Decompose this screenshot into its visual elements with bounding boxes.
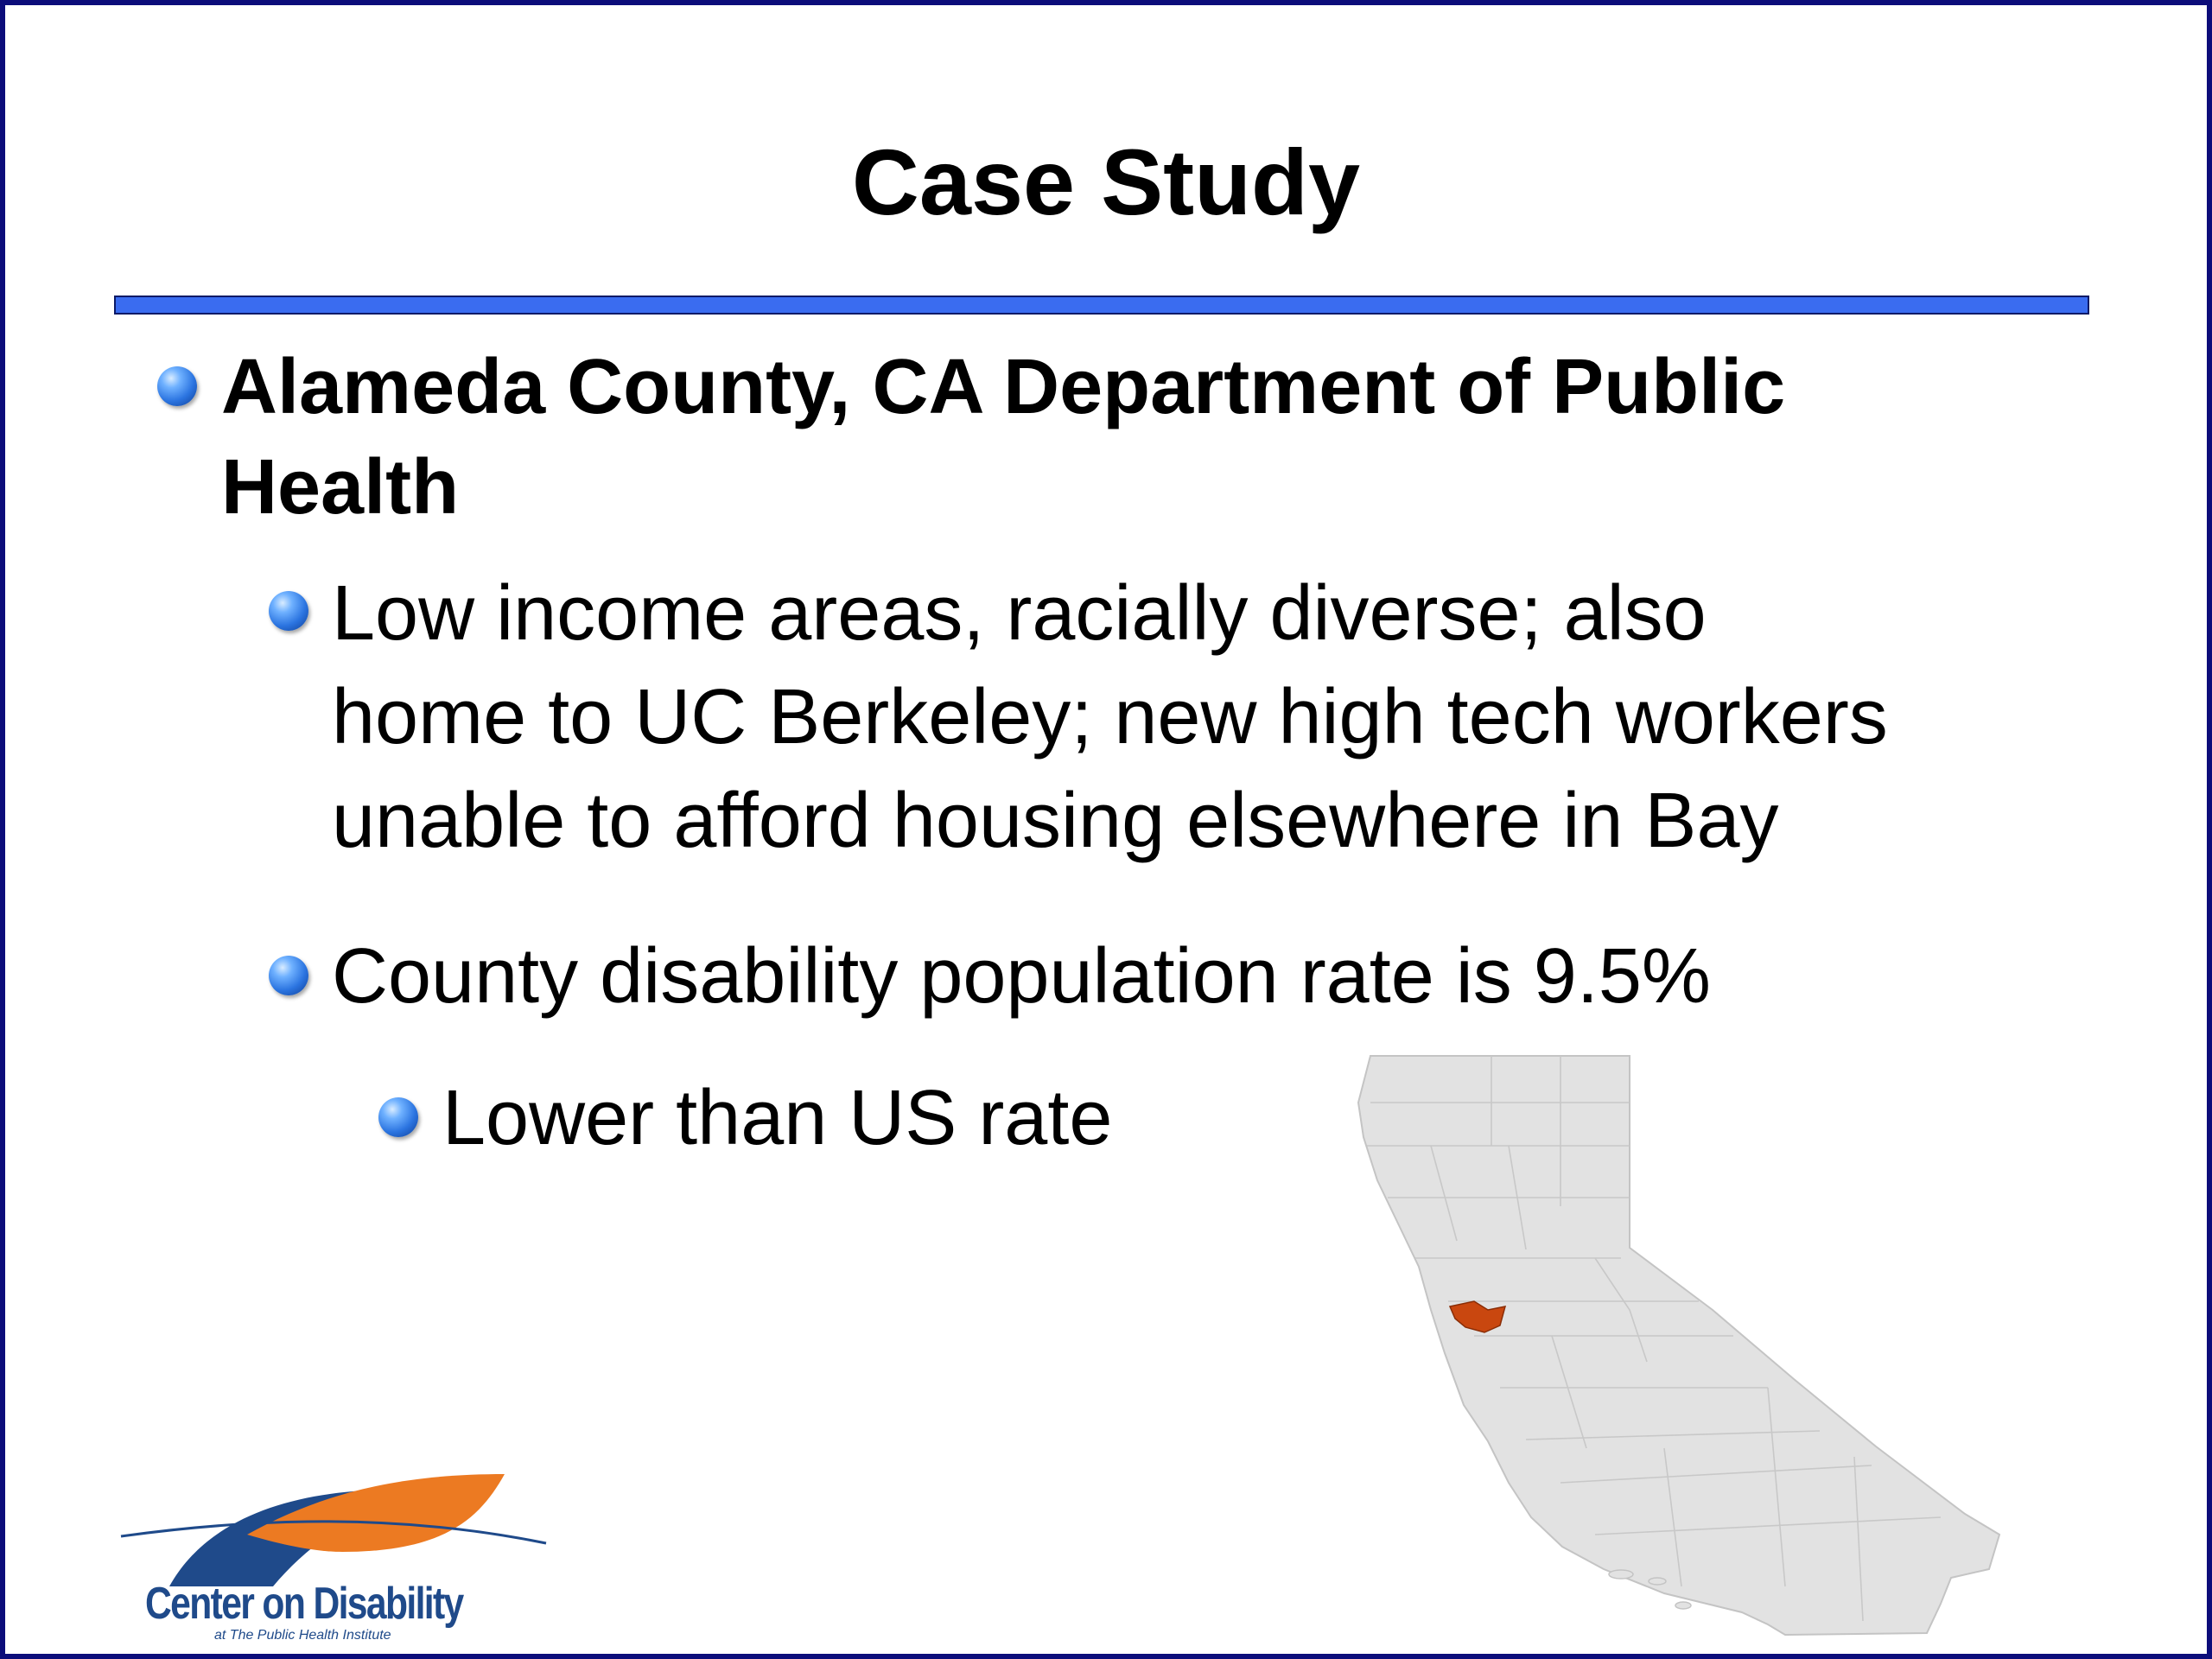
logo-name-text: Center on Disability <box>145 1579 464 1629</box>
california-map-image <box>1357 1055 2001 1637</box>
california-state-shape <box>1357 1055 2001 1637</box>
bullet-line: home to UC Berkeley; new high tech worke… <box>332 674 1888 760</box>
bullet-level2-text: County disability population rate is 9.5… <box>332 925 2103 1028</box>
logo-tagline-text: at The Public Health Institute <box>214 1628 391 1643</box>
bullet-level2-text: Low income areas, racially diverse; also… <box>332 562 2103 873</box>
bullet-line: Low income areas, racially diverse; also <box>332 570 1707 657</box>
bullet-line: Health <box>221 444 460 531</box>
slide-title: Case Study <box>851 130 1361 234</box>
title-divider <box>114 296 2089 315</box>
bullet-icon <box>269 591 308 631</box>
bullet-line: County disability population rate is 9.5… <box>332 933 1711 1020</box>
bullet-icon <box>157 366 197 406</box>
bullet-level3-text: Lower than US rate <box>442 1066 1306 1170</box>
logo-swoosh-icon <box>120 1474 547 1586</box>
bullet-line: Lower than US rate <box>442 1075 1113 1161</box>
bullet-icon <box>269 956 308 995</box>
center-on-disability-logo: Center on Disability at The Public Healt… <box>118 1440 550 1647</box>
bullet-line: Alameda County, CA Department of Public <box>221 344 1786 430</box>
alameda-county-highlight <box>1448 1300 1507 1333</box>
bullet-level1-text: Alameda County, CA Department of Public … <box>221 337 2079 537</box>
bullet-icon <box>378 1097 418 1137</box>
bullet-line: unable to afford housing elsewhere in Ba… <box>332 778 1779 864</box>
